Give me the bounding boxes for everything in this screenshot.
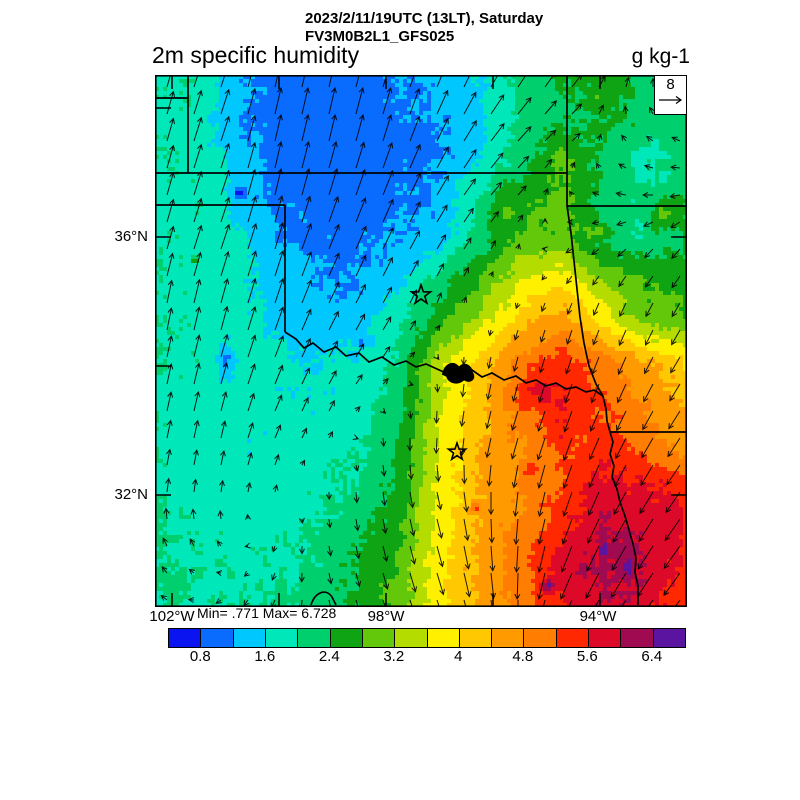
colorbar-segment xyxy=(394,629,427,647)
model-name-label: FV3M0B2L1_GFS025 xyxy=(305,28,455,45)
reference-vector-box: 8 xyxy=(654,75,687,115)
lat-tick-label: 36°N xyxy=(114,228,148,245)
river-path xyxy=(284,331,604,397)
colorbar-segment xyxy=(200,629,233,647)
humidity-field-canvas xyxy=(155,75,687,607)
colorbar-segment xyxy=(652,629,685,647)
colorbar-tick-label: 5.6 xyxy=(576,648,598,665)
colorbar-tick-label: 3.2 xyxy=(383,648,405,665)
colorbar-segment xyxy=(523,629,556,647)
colorbar-segment xyxy=(232,629,265,647)
colorbar-segment xyxy=(329,629,362,647)
colorbar-tick-label: 2.4 xyxy=(318,648,340,665)
colorbar-segment xyxy=(264,629,298,647)
min-max-label: Min= .771 Max= 6.728 xyxy=(197,605,337,621)
variable-title: 2m specific humidity xyxy=(152,42,360,68)
river-path xyxy=(609,431,639,605)
colorbar xyxy=(168,628,686,648)
lon-tick-label: 94°W xyxy=(579,608,617,625)
colorbar-segment xyxy=(297,629,330,647)
city-marker-star xyxy=(446,440,468,462)
units-label: g kg-1 xyxy=(631,45,690,68)
map-frame xyxy=(155,75,687,607)
colorbar-segment xyxy=(361,629,395,647)
river-path xyxy=(566,205,604,397)
colorbar-segment xyxy=(426,629,459,647)
lon-tick-label: 98°W xyxy=(367,608,405,625)
map-overlay xyxy=(155,75,687,607)
city-marker-star xyxy=(409,282,433,306)
colorbar-segment xyxy=(588,629,621,647)
reference-vector-arrow xyxy=(658,96,682,104)
colorbar-tick-label: 4.8 xyxy=(512,648,534,665)
lake-shape xyxy=(441,362,475,384)
run-datetime-label: 2023/2/11/19UTC (13LT), Saturday xyxy=(305,10,544,27)
colorbar-tick-label: 1.6 xyxy=(254,648,276,665)
header-block: 2023/2/11/19UTC (13LT), Saturday FV3M0B2… xyxy=(305,10,543,46)
colorbar-tick-label: 4 xyxy=(454,648,463,665)
colorbar-segment xyxy=(458,629,492,647)
map-plot-area: 8 xyxy=(155,75,687,607)
colorbar-segment xyxy=(169,629,201,647)
state-boundary-path xyxy=(602,395,611,433)
colorbar-segment xyxy=(555,629,589,647)
wind-vectors-layer xyxy=(160,75,682,607)
colorbar-segment xyxy=(620,629,653,647)
colorbar-segment xyxy=(491,629,524,647)
colorbar-tick-label: 0.8 xyxy=(189,648,211,665)
reference-vector-value: 8 xyxy=(666,76,675,93)
river-path xyxy=(310,591,337,606)
axis-ticks xyxy=(155,75,687,607)
colorbar-tick-label: 6.4 xyxy=(641,648,663,665)
lon-tick-label: 102°W xyxy=(149,608,195,625)
lat-tick-label: 32°N xyxy=(114,486,148,503)
